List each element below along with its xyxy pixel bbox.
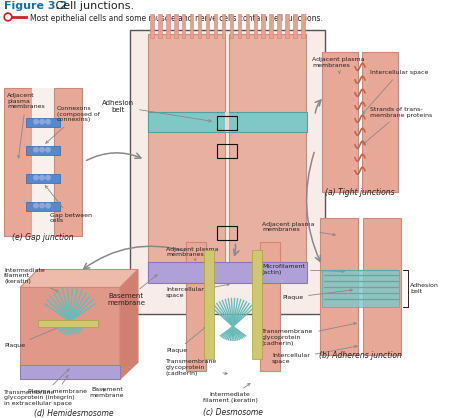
Text: Microfilament
(actin): Microfilament (actin) (262, 264, 344, 275)
Bar (38, 321, 98, 327)
Text: (b) Adherens junction: (b) Adherens junction (319, 352, 401, 360)
Bar (225, 112, 229, 132)
Circle shape (46, 176, 50, 180)
Bar (26, 201, 60, 211)
Polygon shape (20, 288, 120, 379)
Bar (262, 14, 265, 38)
Bar (4, 88, 32, 236)
Bar (186, 242, 206, 371)
Bar (217, 116, 237, 130)
Circle shape (34, 120, 38, 124)
Bar (237, 14, 241, 38)
Circle shape (34, 176, 38, 180)
Bar (362, 52, 398, 191)
Circle shape (46, 120, 50, 124)
Text: Connexons
(composed of
connexins): Connexons (composed of connexins) (46, 106, 100, 143)
Text: Transmembrane
glycoprotein
(cadherin): Transmembrane glycoprotein (cadherin) (166, 359, 228, 376)
Circle shape (40, 120, 44, 124)
Bar (301, 14, 305, 38)
Bar (322, 270, 399, 307)
Bar (26, 146, 60, 155)
Bar (204, 250, 214, 359)
Text: (e) Gap junction: (e) Gap junction (12, 232, 74, 242)
Text: Basement
membrane: Basement membrane (90, 387, 124, 398)
Text: Intercellular
space: Intercellular space (272, 345, 357, 364)
Circle shape (46, 204, 50, 208)
Text: (c) Desmosome: (c) Desmosome (203, 408, 263, 417)
Bar (222, 14, 225, 38)
Text: Gap between
cells: Gap between cells (46, 186, 92, 223)
Text: Intermediate
filament (keratin): Intermediate filament (keratin) (202, 383, 257, 403)
Text: Adjacent plasma
membranes: Adjacent plasma membranes (262, 222, 335, 236)
Text: Adjacent plasma
membranes: Adjacent plasma membranes (312, 57, 365, 74)
Text: Plaque: Plaque (166, 327, 206, 353)
Bar (214, 14, 217, 38)
Bar (166, 14, 170, 38)
Circle shape (46, 148, 50, 152)
Bar (198, 14, 201, 38)
Text: (d) Hemidesmosome: (d) Hemidesmosome (34, 409, 114, 418)
Bar (54, 88, 82, 236)
Bar (26, 174, 60, 183)
Bar (260, 242, 280, 371)
Bar (190, 14, 193, 38)
Text: Strands of trans-
membrane proteins: Strands of trans- membrane proteins (363, 107, 432, 144)
Circle shape (40, 204, 44, 208)
Polygon shape (20, 270, 138, 288)
Bar (26, 118, 60, 127)
Circle shape (40, 176, 44, 180)
Bar (217, 226, 237, 240)
Bar (217, 144, 237, 158)
Bar (269, 14, 273, 38)
Bar (254, 14, 257, 38)
Text: Transmembrane
glycoprotein (integrin)
in extracellular space: Transmembrane glycoprotein (integrin) in… (4, 369, 74, 406)
Bar (148, 112, 307, 132)
Bar (229, 34, 306, 281)
Bar (322, 52, 358, 191)
Text: Adhesion
belt: Adhesion belt (102, 100, 211, 122)
Bar (174, 14, 178, 38)
Text: Basement
membrane: Basement membrane (107, 275, 157, 306)
Circle shape (34, 148, 38, 152)
Text: (a) Tight junctions: (a) Tight junctions (325, 188, 395, 196)
Text: Intercellular space: Intercellular space (363, 70, 428, 114)
Circle shape (40, 148, 44, 152)
Text: Plaque: Plaque (4, 325, 64, 348)
Text: Plasma membrane: Plasma membrane (27, 375, 86, 394)
Text: Figure 3.2: Figure 3.2 (4, 1, 67, 11)
Bar (206, 14, 210, 38)
Text: Cell junctions.: Cell junctions. (52, 1, 134, 11)
Bar (182, 14, 185, 38)
Bar (285, 14, 289, 38)
Bar (246, 14, 249, 38)
Polygon shape (120, 270, 138, 379)
Text: Adjacent
plasma
membranes: Adjacent plasma membranes (7, 93, 45, 158)
Circle shape (34, 204, 38, 208)
Text: Adhesion
belt: Adhesion belt (410, 283, 439, 294)
Bar (150, 14, 154, 38)
Bar (230, 14, 233, 38)
Text: Transmembrane
glycoprotein
(cadherin): Transmembrane glycoprotein (cadherin) (262, 322, 356, 346)
Bar (363, 218, 401, 355)
Bar (277, 14, 281, 38)
Bar (130, 30, 325, 314)
Bar (252, 250, 262, 359)
Bar (158, 14, 162, 38)
Bar (148, 262, 307, 283)
Text: Intercellular
space: Intercellular space (166, 283, 229, 298)
Bar (148, 34, 225, 281)
Text: Intermediate
filament
(keratin): Intermediate filament (keratin) (4, 268, 59, 292)
Circle shape (4, 13, 12, 21)
Text: Most epithelial cells and some muscle and nerve cells contain cell junctions.: Most epithelial cells and some muscle an… (30, 14, 323, 23)
Text: Adjacent plasma
membranes: Adjacent plasma membranes (166, 247, 219, 261)
Bar (32, 88, 54, 236)
Bar (293, 14, 297, 38)
Bar (320, 218, 358, 355)
Bar (20, 365, 120, 379)
Circle shape (6, 15, 10, 19)
Text: Plaque: Plaque (282, 289, 352, 300)
